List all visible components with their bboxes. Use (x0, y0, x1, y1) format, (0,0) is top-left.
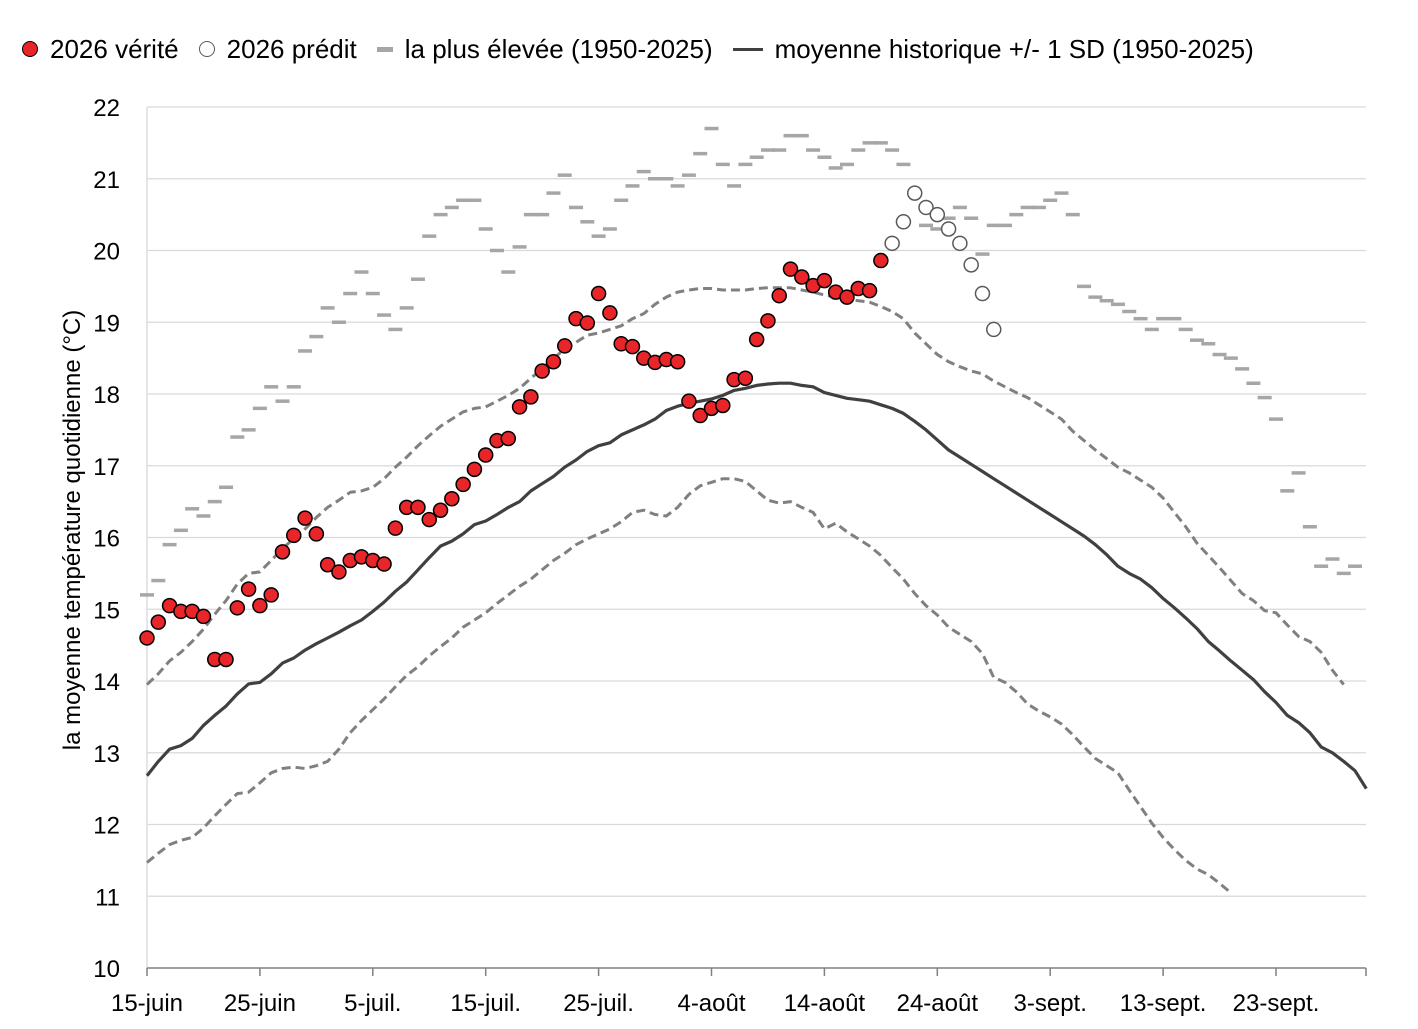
predicted-point (895, 214, 912, 230)
truth-point (681, 393, 697, 409)
y-tick-label: 15 (93, 597, 120, 624)
truth-point (455, 476, 471, 493)
truth-point (748, 331, 765, 348)
truth-point (319, 557, 336, 573)
legend-swatch-predicted (198, 41, 215, 57)
truth-point (218, 651, 234, 668)
truth-point (410, 499, 426, 516)
truth-point (523, 389, 539, 405)
truth-point (771, 287, 787, 304)
y-axis-label: la moyenne température quotidienne (°C) (59, 309, 86, 751)
y-tick-label: 17 (93, 454, 120, 481)
legend-swatch-highest (376, 46, 393, 52)
sd-band-line (146, 477, 1232, 894)
y-tick-label: 11 (95, 884, 120, 911)
predicted-point (884, 235, 900, 252)
truth-point (297, 510, 313, 526)
y-tick-label: 22 (93, 95, 120, 122)
truth-point (263, 587, 279, 603)
y-tick-label: 21 (93, 167, 120, 194)
y-tick-label: 10 (93, 956, 120, 983)
legend-label-truth: 2026 vérité (50, 33, 179, 64)
truth-point (387, 520, 404, 536)
truth-point (466, 461, 483, 478)
x-tick-label: 5-juil. (344, 990, 401, 1017)
truth-point (229, 600, 246, 616)
truth-point (556, 338, 573, 354)
truth-point (150, 614, 167, 630)
x-tick-label: 25-juin (224, 990, 296, 1017)
predicted-point (940, 221, 957, 237)
y-tick-label: 12 (93, 813, 120, 840)
predicted-point (986, 321, 1002, 338)
y-tick-label: 16 (93, 526, 120, 553)
truth-point (240, 581, 257, 597)
truth-point (839, 289, 855, 305)
legend: 2026 vérité 2026 prédit la plus élevée (… (22, 30, 1254, 68)
truth-point (444, 491, 460, 507)
truth-point (308, 526, 325, 542)
truth-point (782, 261, 799, 277)
truth-point (715, 397, 731, 414)
x-tick-label: 24-août (897, 990, 979, 1017)
truth-point (139, 630, 155, 646)
predicted-point (974, 285, 991, 302)
truth-point (602, 305, 618, 321)
y-tick-label: 13 (93, 741, 120, 768)
y-tick-label: 14 (93, 669, 120, 696)
truth-point (579, 315, 596, 331)
x-tick-label: 25-juil. (563, 990, 634, 1017)
legend-label-highest: la plus élevée (1950-2025) (404, 33, 713, 64)
truth-point (861, 282, 878, 299)
truth-point (500, 430, 517, 447)
truth-point (737, 370, 754, 386)
truth-point (760, 313, 776, 329)
x-tick-label: 15-juil. (450, 990, 521, 1017)
legend-label-predicted: 2026 prédit (226, 33, 357, 64)
x-tick-label: 15-juin (111, 990, 183, 1017)
legend-item-predicted: 2026 prédit (198, 33, 357, 65)
truth-point (816, 272, 833, 289)
legend-item-mean: moyenne historique +/- 1 SD (1950-2025) (732, 33, 1254, 65)
legend-swatch-mean (732, 47, 763, 51)
truth-point (286, 527, 302, 544)
predicted-point (906, 185, 923, 201)
x-tick-label: 14-août (784, 990, 866, 1017)
predicted-point (963, 257, 979, 273)
x-tick-label: 4-août (677, 990, 745, 1017)
truth-point (511, 399, 528, 415)
predicted-point (952, 235, 968, 252)
legend-swatch-truth (22, 41, 38, 57)
truth-point (873, 252, 889, 269)
sd-band-line (145, 286, 1345, 686)
mean-line (145, 381, 1368, 790)
truth-point (534, 363, 550, 379)
truth-point (432, 502, 449, 518)
x-tick-label: 13-sept. (1120, 990, 1207, 1017)
x-tick-label: 23-sept. (1233, 990, 1320, 1017)
truth-point (331, 564, 347, 580)
truth-point (195, 608, 212, 625)
truth-point (692, 407, 708, 424)
truth-point (274, 544, 291, 560)
legend-item-highest: la plus élevée (1950-2025) (376, 33, 713, 65)
truth-point (669, 353, 686, 370)
truth-point (590, 285, 607, 302)
truth-point (421, 511, 437, 528)
truth-point (477, 447, 494, 463)
truth-point (794, 269, 810, 285)
truth-point (252, 597, 268, 614)
truth-point (624, 338, 641, 355)
legend-item-truth: 2026 vérité (22, 34, 179, 65)
truth-point (376, 556, 392, 572)
y-tick-label: 19 (93, 310, 120, 337)
predicted-point (929, 206, 946, 223)
x-tick-label: 3-sept. (1014, 990, 1087, 1017)
predicted-point (918, 199, 934, 216)
legend-label-mean: moyenne historique +/- 1 SD (1950-2025) (774, 33, 1254, 64)
y-tick-label: 20 (93, 239, 120, 266)
y-tick-label: 18 (93, 382, 120, 409)
truth-point (545, 353, 562, 370)
